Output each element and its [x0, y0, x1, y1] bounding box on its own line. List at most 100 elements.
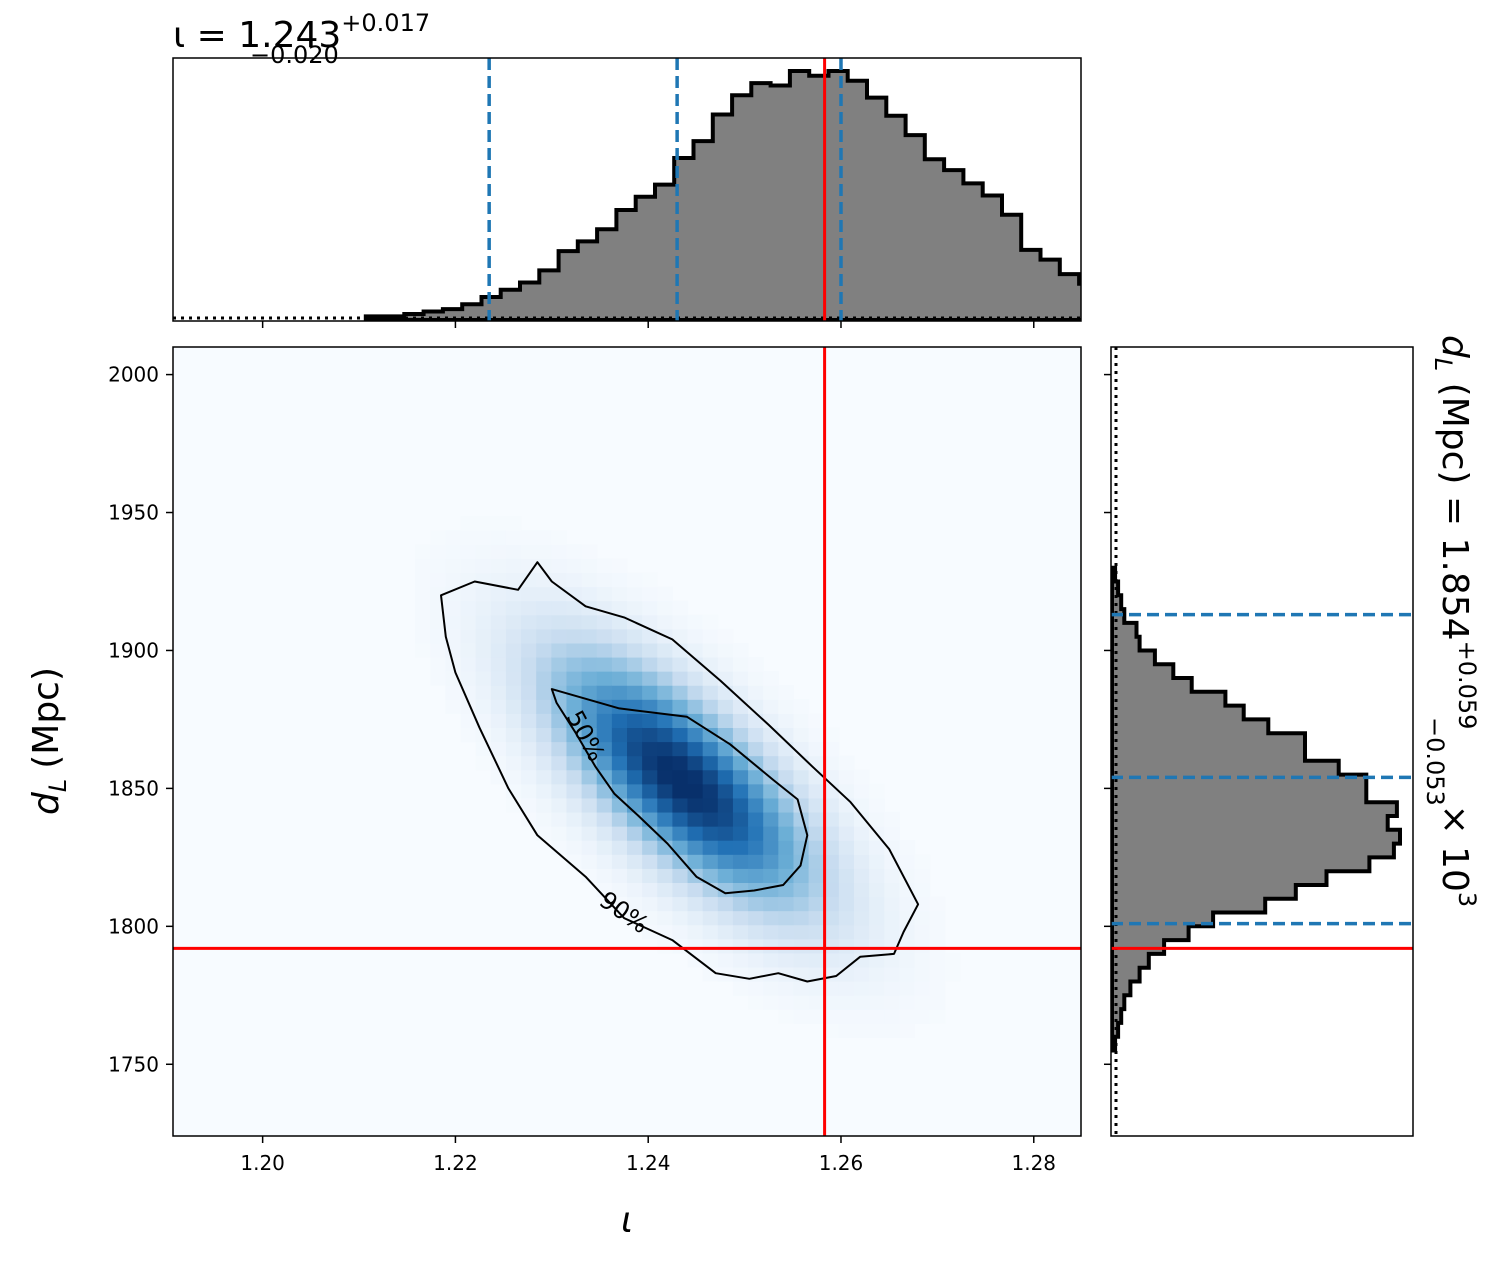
density-cell	[521, 628, 537, 644]
density-cell	[475, 544, 492, 559]
density-cell	[475, 628, 492, 644]
x-tick-label: 1.26	[819, 1151, 864, 1175]
density-cell	[596, 755, 613, 771]
density-cell	[551, 530, 568, 545]
density-cell	[838, 840, 855, 855]
density-cell	[823, 854, 840, 869]
density-cell	[596, 656, 613, 672]
density-cell	[914, 1009, 931, 1024]
density-cell	[808, 811, 825, 827]
density-cell	[732, 938, 749, 954]
density-cell	[581, 840, 598, 855]
density-cell	[884, 952, 900, 968]
density-cell	[778, 699, 795, 714]
density-cell	[778, 797, 795, 813]
density-cell	[808, 769, 825, 785]
density-cell	[732, 924, 749, 940]
density-cell	[430, 628, 446, 644]
density-cell	[929, 981, 946, 996]
density-cell	[596, 840, 613, 855]
density-cell	[884, 995, 900, 1010]
density-cell	[566, 642, 583, 658]
density-cell	[415, 558, 431, 574]
density-cell	[778, 938, 795, 954]
density-cell	[581, 614, 598, 630]
density-cell	[566, 671, 583, 686]
density-cell	[687, 826, 704, 841]
density-cell	[793, 840, 810, 855]
density-cell	[748, 656, 764, 672]
density-cell	[627, 868, 643, 883]
density-cell	[627, 896, 643, 912]
density-cell	[748, 868, 764, 883]
density-cell	[642, 572, 658, 588]
density-cell	[551, 769, 568, 785]
density-cell	[581, 727, 598, 743]
density-cell	[778, 924, 795, 940]
density-cell	[778, 727, 795, 743]
density-cell	[460, 544, 477, 559]
density-cell	[702, 769, 719, 785]
density-cell	[596, 783, 613, 799]
density-cell	[657, 600, 673, 616]
density-cell	[748, 840, 764, 855]
density-cell	[672, 727, 689, 743]
density-cell	[869, 1023, 885, 1038]
y-tick-label: 1850	[108, 776, 159, 800]
density-cell	[869, 924, 885, 940]
density-cell	[415, 628, 431, 644]
density-cell	[702, 699, 719, 714]
density-cell	[490, 558, 507, 574]
density-cell	[748, 797, 764, 813]
density-cell	[430, 572, 446, 588]
density-cell	[914, 938, 931, 954]
density-cell	[505, 685, 522, 700]
density-cell	[854, 783, 870, 799]
density-cell	[884, 1009, 900, 1024]
density-cell	[581, 642, 598, 658]
density-cell	[460, 642, 477, 658]
density-cell	[657, 614, 673, 630]
density-cell	[884, 811, 900, 827]
density-cell	[627, 783, 643, 799]
density-cell	[748, 769, 764, 785]
density-cell	[566, 699, 583, 714]
density-cell	[702, 924, 719, 940]
density-cell	[566, 600, 583, 616]
density-cell	[596, 628, 613, 644]
density-cell	[657, 938, 673, 954]
density-cell	[869, 966, 885, 982]
density-cell	[596, 741, 613, 757]
density-cell	[672, 783, 689, 799]
density-cell	[914, 910, 931, 926]
density-cell	[642, 910, 658, 926]
density-cell	[566, 586, 583, 602]
density-cell	[748, 854, 764, 869]
density-cell	[627, 685, 643, 700]
density-cell	[778, 981, 795, 996]
density-cell	[611, 755, 628, 771]
density-cell	[672, 685, 689, 700]
density-cell	[778, 811, 795, 827]
density-cell	[642, 727, 658, 743]
density-cell	[884, 924, 900, 940]
density-cell	[566, 854, 583, 869]
density-cell	[808, 797, 825, 813]
density-cell	[445, 530, 462, 545]
density-cell	[702, 741, 719, 757]
density-cell	[869, 995, 885, 1010]
density-cell	[505, 642, 522, 658]
density-cell	[536, 628, 552, 644]
density-cell	[657, 671, 673, 686]
density-cell	[687, 811, 704, 827]
density-cell	[823, 910, 840, 926]
y-tick-label: 1950	[108, 501, 159, 525]
density-cell	[536, 586, 552, 602]
density-cell	[642, 586, 658, 602]
density-cell	[732, 896, 749, 912]
density-cell	[854, 938, 870, 954]
density-cell	[536, 685, 552, 700]
density-cell	[642, 656, 658, 672]
density-cell	[687, 755, 704, 771]
